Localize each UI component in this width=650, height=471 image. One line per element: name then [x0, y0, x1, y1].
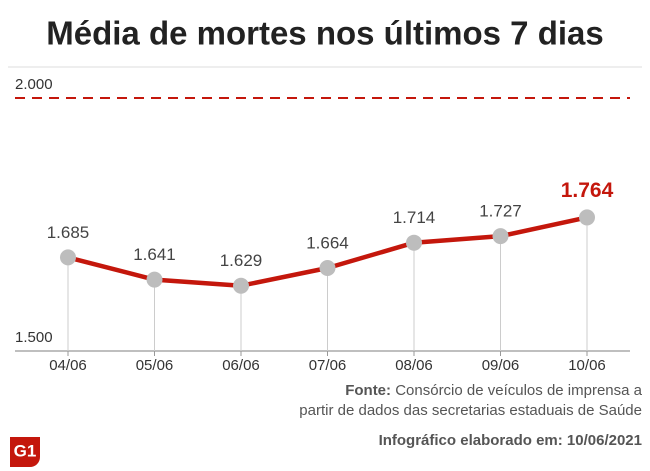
credit: Infográfico elaborado em: 10/06/2021	[379, 432, 642, 449]
point	[579, 209, 595, 226]
x-tick-label: 05/06	[136, 357, 174, 374]
value-label: 1.641	[133, 245, 176, 264]
source-label: Fonte:	[345, 382, 391, 399]
point	[492, 228, 509, 245]
x-tick-label: 09/06	[482, 357, 520, 374]
logo-badge	[10, 437, 40, 467]
logo-text: G1	[14, 441, 37, 460]
point	[233, 277, 249, 294]
value-label: 1.727	[479, 202, 522, 221]
logo: G1	[10, 437, 40, 467]
source-line-1: Fonte: Consórcio de veículos de imprensa…	[345, 382, 642, 399]
y-tick-label: 1.500	[15, 329, 53, 346]
point	[319, 260, 336, 277]
x-tick-label: 08/06	[395, 357, 433, 374]
x-tick-label: 07/06	[309, 357, 347, 374]
x-tick-label: 04/06	[49, 357, 87, 374]
point	[146, 271, 163, 288]
x-tick-label: 06/06	[222, 357, 260, 374]
value-label: 1.664	[306, 234, 349, 253]
x-tick-label: 10/06	[568, 357, 606, 374]
value-label: 1.764	[561, 179, 614, 202]
value-label: 1.685	[47, 223, 90, 242]
value-label: 1.629	[220, 251, 263, 270]
point	[60, 249, 76, 266]
value-label: 1.714	[393, 208, 436, 227]
source-text: Consórcio de veículos de imprensa a	[395, 382, 642, 399]
chart-title: Média de mortes nos últimos 7 dias	[46, 15, 603, 52]
point	[406, 234, 422, 251]
source-line-2: partir de dados das secretarias estaduai…	[299, 402, 642, 419]
y-tick-label: 2.000	[15, 76, 53, 93]
